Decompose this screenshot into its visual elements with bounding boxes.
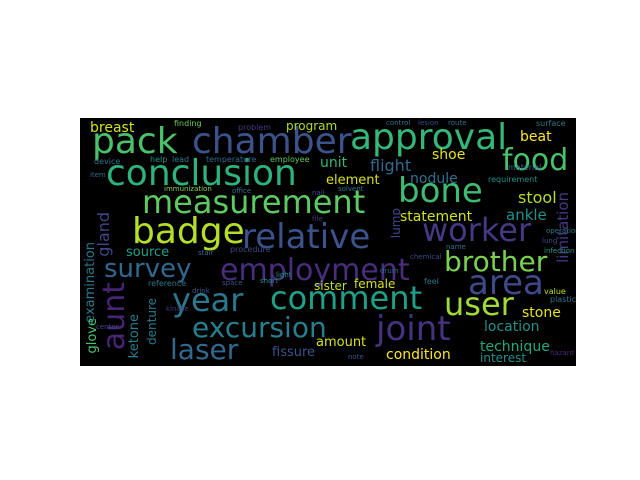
word: brother <box>444 245 548 278</box>
word: file <box>312 215 323 223</box>
word-cloud: pack chamber approval food conclusion bo… <box>80 118 576 366</box>
word: short <box>260 277 278 285</box>
word: feel <box>424 277 439 286</box>
word: name <box>446 243 466 251</box>
word: pack <box>92 121 178 162</box>
word: employment <box>220 253 410 288</box>
word: problem <box>238 123 272 132</box>
word: condition <box>386 347 451 363</box>
word: hazard <box>550 349 574 357</box>
word: location <box>484 319 540 335</box>
word: ankle <box>506 206 547 224</box>
word: requirement <box>488 175 538 184</box>
word: joint <box>376 309 451 349</box>
word: material <box>508 163 542 172</box>
word: surface <box>536 119 566 128</box>
word: center <box>96 323 119 331</box>
word: kinase <box>166 305 189 313</box>
word: nail <box>312 189 325 197</box>
word: food <box>502 143 569 178</box>
word: program <box>286 119 338 133</box>
word: lead <box>172 155 190 164</box>
word: immunization <box>164 185 212 193</box>
word: sister <box>314 279 347 293</box>
word: ketone <box>127 314 142 359</box>
word: technique <box>480 339 550 355</box>
word: year <box>172 281 244 319</box>
word: relative <box>242 217 371 257</box>
word: gland <box>94 212 113 257</box>
word: control <box>386 119 411 127</box>
word: measurement <box>142 183 366 221</box>
word: shoe <box>432 147 466 163</box>
word: value <box>544 287 566 296</box>
word: chemical <box>410 253 442 261</box>
word: nodule <box>410 171 458 187</box>
word: female <box>354 277 396 291</box>
word: reference <box>148 279 187 288</box>
word: employee <box>270 155 310 164</box>
word: drum <box>380 267 399 275</box>
word: finding <box>174 119 202 128</box>
word: aunt <box>97 282 132 351</box>
word: procedure <box>230 245 271 254</box>
word: excursion <box>192 311 327 344</box>
word: drink <box>192 287 210 295</box>
word: chamber <box>192 121 352 162</box>
word: flight <box>370 156 412 175</box>
word: breast <box>90 120 135 136</box>
word: survey <box>104 254 192 284</box>
word: solvent <box>338 185 364 193</box>
word: stair <box>198 249 214 257</box>
word: interest <box>480 351 527 365</box>
word: area <box>468 263 544 303</box>
word: device <box>94 157 121 166</box>
word: badge <box>132 211 245 252</box>
word: amount <box>316 335 367 350</box>
word: conclusion <box>106 153 297 194</box>
word: stool <box>518 188 557 207</box>
word: denture <box>145 298 159 345</box>
word: laser <box>170 333 239 366</box>
word: worker <box>422 211 532 249</box>
word: item <box>90 171 106 179</box>
word: lump <box>389 208 403 239</box>
word: route <box>448 119 467 127</box>
word: approval <box>350 118 508 158</box>
word: statement <box>400 209 473 225</box>
word: source <box>126 245 170 260</box>
word: help <box>150 155 168 164</box>
word: element <box>326 173 380 188</box>
word: stone <box>522 305 561 321</box>
word: plastic <box>550 295 576 304</box>
word: comment <box>270 279 423 317</box>
word: infection <box>544 247 575 255</box>
word: fissure <box>272 345 316 360</box>
word: light <box>276 271 292 279</box>
word: space <box>222 279 243 287</box>
word: user <box>444 285 514 323</box>
word: temperature <box>206 155 257 164</box>
word: office <box>232 187 252 195</box>
word: operation <box>546 227 576 235</box>
word: lesion <box>418 119 439 127</box>
word: note <box>348 353 364 361</box>
word: bone <box>398 171 483 211</box>
word: beat <box>520 129 552 145</box>
word: lung <box>542 237 558 245</box>
word: unit <box>320 155 348 171</box>
word: examination <box>83 242 98 323</box>
